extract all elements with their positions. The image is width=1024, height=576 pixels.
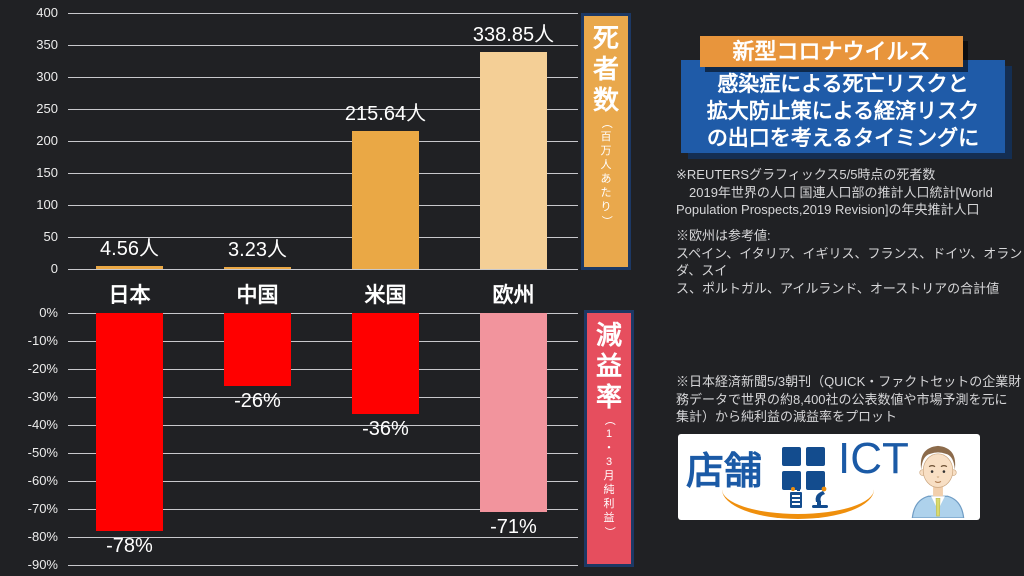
axis-subtitle-char: 3: [605, 456, 613, 468]
y-axis-tick-label: 400: [36, 5, 58, 20]
gridline: [68, 141, 578, 142]
gridline: [68, 537, 578, 538]
y-axis-tick-label: 250: [36, 101, 58, 116]
gridline: [68, 45, 578, 46]
category-axis-labels: 日本 中国 米国 欧州: [0, 279, 640, 307]
gridline: [68, 369, 578, 370]
bar-日本: [96, 266, 163, 269]
businessman-illustration: [911, 445, 965, 518]
gridline: [68, 77, 578, 78]
headline-box: 感染症による死亡リスクと 拡大防止策による経済リスク の出口を考えるタイミングに: [681, 60, 1005, 153]
data-label: 3.23人: [228, 239, 287, 261]
y-axis-tick-label: -60%: [27, 473, 58, 488]
y-axis-tick-label: 0: [50, 261, 58, 276]
y-axis-tick-label: 0%: [39, 305, 58, 320]
gridline: [68, 269, 578, 270]
y-axis-tick-label: -40%: [27, 417, 58, 432]
axis-title-char: 数: [592, 85, 619, 115]
axis-subtitle-char: 人: [600, 159, 612, 171]
axis-subtitle-char: 1: [605, 428, 613, 440]
axis-subtitle-char: ・: [603, 442, 615, 454]
bar-中国: [224, 267, 291, 269]
bar-米国: [352, 313, 419, 414]
y-axis-tick-label: -70%: [27, 501, 58, 516]
gridline: [68, 509, 578, 510]
category-label-日本: 日本: [108, 284, 151, 307]
profit-decline-bar-chart: 0% -10% -20% -30% -40% -50% -60% -70% -80% -90% -7…: [0, 305, 640, 572]
tenpo-ict-logo: 店舗 ICT: [678, 434, 980, 520]
deaths-per-million-bar-chart: 400 350 300 250 200 150 100 50 0 4.56人 3.23人 215.64…: [0, 5, 640, 276]
logo-swoosh-icon: [722, 460, 874, 519]
data-label: -26%: [234, 390, 281, 412]
gridline: [68, 453, 578, 454]
axis-title-char: 減: [595, 320, 622, 350]
gridline: [68, 425, 578, 426]
note-europe-reference: ※欧州は参考値: スペイン、イタリア、イギリス、フランス、ドイツ、オランダ、スイ…: [676, 228, 1023, 296]
decline-axis-title-panel: 減益率（1 ・ 3 月純利益）: [584, 310, 634, 567]
data-label: -36%: [362, 418, 409, 440]
gridline: [68, 205, 578, 206]
category-label-中国: 中国: [236, 284, 279, 307]
gridline: [68, 481, 578, 482]
gridline: [68, 565, 578, 566]
axis-title-char: 者: [592, 54, 619, 84]
slide-title-tag: 新型コロナウイルス: [700, 36, 963, 67]
microscope-icon: [812, 486, 828, 508]
bar-米国: [352, 131, 419, 269]
axis-subtitle-char: 純: [603, 484, 615, 496]
bar-中国: [224, 313, 291, 386]
axis-subtitle-char: （: [600, 117, 612, 129]
axis-subtitle-char: あ: [600, 173, 612, 185]
y-axis-tick-label: 350: [36, 37, 58, 52]
axis-title-char: 率: [595, 382, 622, 412]
gridline: [68, 341, 578, 342]
note-deaths-source: ※REUTERSグラフィックス5/5時点の死者数 2019年世界の人口 国連人口…: [676, 167, 993, 217]
gridline: [68, 397, 578, 398]
y-axis-tick-label: 150: [36, 165, 58, 180]
axis-title-char: 益: [595, 351, 622, 381]
axis-subtitle-char: 万: [600, 145, 612, 157]
y-axis-tick-label: 50: [43, 229, 58, 244]
category-label-欧州: 欧州: [492, 284, 535, 307]
bar-日本: [96, 313, 163, 531]
gridline: [68, 173, 578, 174]
data-label: 215.64人: [344, 103, 427, 125]
data-label: 338.85人: [472, 24, 555, 46]
y-axis-tick-label: -80%: [27, 529, 58, 544]
gridline: [68, 109, 578, 110]
cash-register-icon: [790, 487, 802, 508]
gridline: [68, 13, 578, 14]
axis-subtitle-char: 益: [603, 512, 615, 524]
gridline: [68, 237, 578, 238]
y-axis-tick-label: 100: [36, 197, 58, 212]
y-axis-tick-label: -30%: [27, 389, 58, 404]
note-decline-source: ※日本経済新聞5/3朝刊（QUICK・ファクトセットの企業財 務データで世界の約…: [676, 374, 1022, 424]
axis-subtitle-char: ）: [603, 526, 615, 538]
axis-subtitle-char: （: [603, 414, 615, 426]
headline-text: 感染症による死亡リスクと 拡大防止策による経済リスク の出口を考えるタイミングに: [706, 73, 980, 150]
axis-title-char: 死: [592, 23, 619, 53]
deaths-axis-title-panel: 死者数 （ 百万人あたり ）: [581, 13, 631, 270]
y-axis-tick-label: -20%: [27, 361, 58, 376]
axis-subtitle-char: ）: [600, 215, 612, 227]
axis-subtitle-char: 月: [603, 470, 615, 482]
gridline: [68, 313, 578, 314]
y-axis-tick-label: -10%: [27, 333, 58, 348]
axis-subtitle-char: 百: [600, 131, 612, 143]
axis-subtitle-char: た: [600, 187, 612, 199]
y-axis-tick-label: -90%: [27, 557, 58, 572]
y-axis-tick-label: 300: [36, 69, 58, 84]
bar-欧州: [480, 313, 547, 512]
axis-subtitle-char: 利: [603, 498, 615, 510]
data-label: -71%: [490, 516, 537, 538]
data-label: -78%: [106, 535, 153, 557]
axis-subtitle-char: り: [600, 201, 612, 213]
y-axis-tick-label: -50%: [27, 445, 58, 460]
category-label-米国: 米国: [364, 284, 407, 307]
data-label: 4.56人: [100, 238, 159, 260]
bar-欧州: [480, 52, 547, 269]
y-axis-tick-label: 200: [36, 133, 58, 148]
